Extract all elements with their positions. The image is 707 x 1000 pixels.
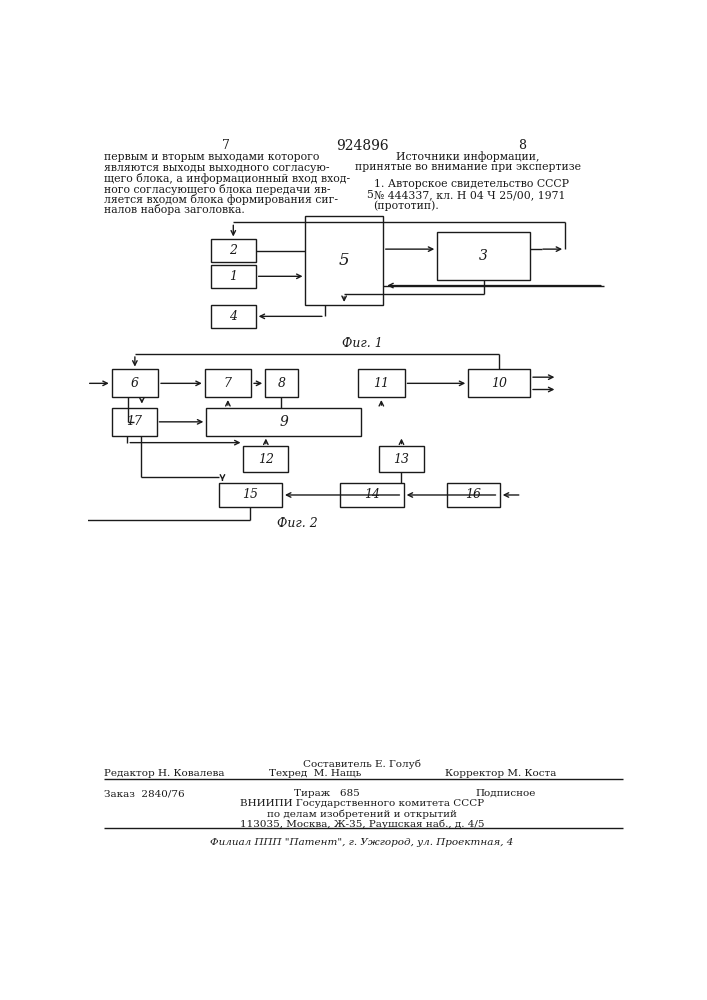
Bar	[206, 408, 361, 436]
Text: Подписное: Подписное	[476, 789, 536, 798]
Text: 113035, Москва, Ж-35, Раушская наб., д. 4/5: 113035, Москва, Ж-35, Раушская наб., д. …	[240, 819, 484, 829]
Text: 17: 17	[126, 415, 142, 428]
Text: Филиал ППП "Патент", г. Ужгород, ул. Проектная, 4: Филиал ППП "Патент", г. Ужгород, ул. Про…	[210, 838, 514, 847]
Text: Фиг. 2: Фиг. 2	[277, 517, 318, 530]
Bar	[468, 369, 530, 397]
Text: первым и вторым выходами которого: первым и вторым выходами которого	[104, 152, 320, 162]
Bar	[340, 483, 404, 507]
Text: ляется входом блока формирования сиг-: ляется входом блока формирования сиг-	[104, 194, 338, 205]
Text: являются выходы выходного согласую-: являются выходы выходного согласую-	[104, 163, 329, 173]
Text: 16: 16	[465, 488, 481, 501]
Text: 14: 14	[364, 488, 380, 501]
Bar	[211, 265, 256, 288]
Text: 9: 9	[279, 415, 288, 429]
Text: 5: 5	[339, 252, 349, 269]
Text: 15: 15	[243, 488, 258, 501]
Text: Техред  М. Нащь: Техред М. Нащь	[269, 769, 361, 778]
Text: Заказ  2840/76: Заказ 2840/76	[104, 789, 185, 798]
Text: 8: 8	[277, 377, 286, 390]
Text: 10: 10	[491, 377, 507, 390]
Bar	[305, 216, 383, 305]
Text: 1. Авторское свидетельство СССР: 1. Авторское свидетельство СССР	[373, 179, 568, 189]
Bar	[112, 408, 156, 436]
Text: по делам изобретений и открытий: по делам изобретений и открытий	[267, 809, 457, 819]
Text: 924896: 924896	[336, 139, 388, 153]
Bar	[243, 446, 288, 472]
Text: 4: 4	[229, 310, 238, 323]
Text: Фиг. 1: Фиг. 1	[341, 337, 382, 350]
Text: Составитель Е. Голуб: Составитель Е. Голуб	[303, 759, 421, 769]
Text: Источники информации,: Источники информации,	[397, 151, 540, 162]
Bar	[437, 232, 530, 280]
Text: ВНИИПИ Государственного комитета СССР: ВНИИПИ Государственного комитета СССР	[240, 799, 484, 808]
Text: (прототип).: (прототип).	[373, 201, 439, 211]
Text: 5: 5	[366, 190, 373, 200]
Text: Редактор Н. Ковалева: Редактор Н. Ковалева	[104, 769, 224, 778]
Text: 6: 6	[131, 377, 139, 390]
Bar	[265, 369, 298, 397]
Text: Корректор М. Коста: Корректор М. Коста	[445, 769, 556, 778]
Text: щего блока, а информационный вход вход-: щего блока, а информационный вход вход-	[104, 173, 350, 184]
Bar	[211, 239, 256, 262]
Text: принятые во внимание при экспертизе: принятые во внимание при экспертизе	[355, 162, 581, 172]
Bar	[379, 446, 424, 472]
Text: 3: 3	[479, 249, 488, 263]
Bar	[112, 369, 158, 397]
Bar	[448, 483, 500, 507]
Text: Тираж   685: Тираж 685	[293, 789, 359, 798]
Text: 7: 7	[221, 139, 230, 152]
Text: 11: 11	[373, 377, 390, 390]
Text: 13: 13	[394, 453, 409, 466]
Text: 2: 2	[229, 244, 238, 257]
Text: ного согласующего блока передачи яв-: ного согласующего блока передачи яв-	[104, 184, 330, 195]
Text: налов набора заголовка.: налов набора заголовка.	[104, 204, 245, 215]
Text: № 444337, кл. Н 04 Ч 25/00, 1971: № 444337, кл. Н 04 Ч 25/00, 1971	[373, 190, 565, 200]
Text: 8: 8	[518, 139, 527, 152]
Text: 1: 1	[229, 270, 238, 283]
Bar	[204, 369, 251, 397]
Text: 7: 7	[224, 377, 232, 390]
Bar	[358, 369, 404, 397]
Text: 12: 12	[258, 453, 274, 466]
Bar	[211, 305, 256, 328]
Bar	[218, 483, 282, 507]
